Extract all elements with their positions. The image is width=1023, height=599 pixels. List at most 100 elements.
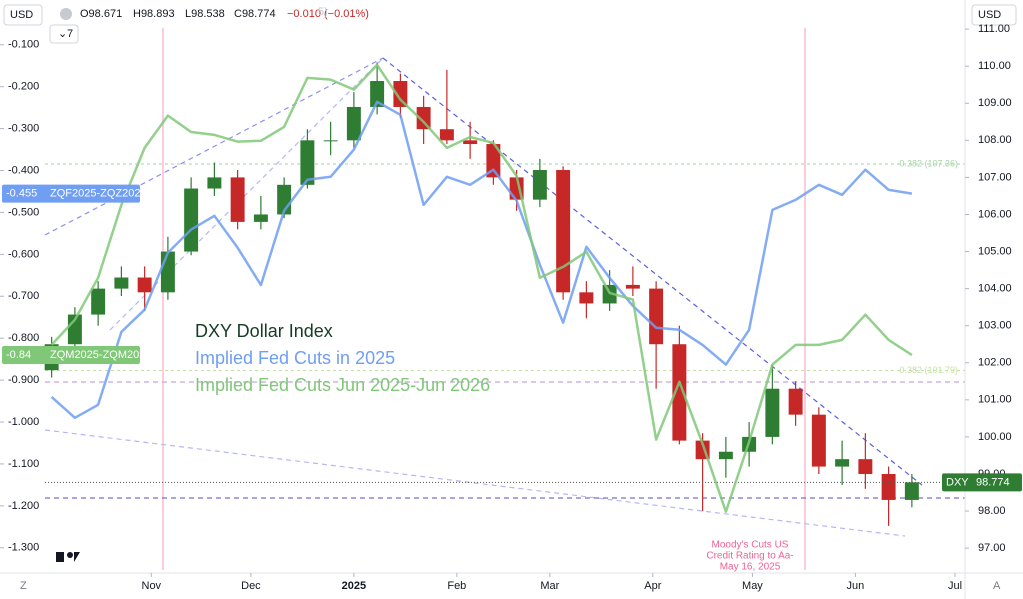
candle-body [486, 144, 501, 178]
y-tick-label: -0.300 [8, 123, 39, 135]
value-tag-name: ZQF2025-ZQZ2025 [50, 187, 147, 199]
y2-tick-label: 110.00 [978, 60, 1011, 72]
candle-body [579, 292, 594, 304]
value-tag-value: -0.455 [6, 187, 37, 199]
candle-body [811, 414, 826, 467]
ohlc-change: −0.010 (−0.01%) [287, 8, 369, 20]
candle-body [184, 188, 199, 252]
candle-body [672, 344, 687, 441]
y-tick-label: -1.200 [8, 500, 39, 512]
candle-body [439, 129, 454, 141]
y2-tick-label: 102.00 [978, 357, 1012, 369]
x-tick-label: Jun [847, 580, 865, 592]
y-tick-label: -0.900 [8, 374, 39, 386]
y2-tick-label: 105.00 [978, 245, 1012, 257]
candle-body [416, 106, 431, 130]
logo [56, 552, 80, 562]
ohlc-open: O98.671 [80, 8, 122, 20]
visibility-toggle[interactable] [60, 8, 72, 20]
y2-tick-label: 109.00 [978, 97, 1012, 109]
candle-body [253, 214, 268, 222]
candle-body [881, 473, 896, 500]
annotation: Moody's Cuts US [712, 540, 789, 551]
candle-body [649, 288, 664, 345]
candle-body [718, 451, 733, 460]
y-tick-label: -0.700 [8, 290, 39, 302]
candle-body [765, 388, 780, 437]
candle-body [91, 288, 106, 315]
ohlc-high: H98.893 [133, 8, 175, 20]
candle-body [393, 81, 408, 107]
x-tick-label: Feb [447, 580, 466, 592]
indicator-count: ⌄ [58, 28, 67, 40]
faded-label: 5) [318, 6, 328, 18]
plot-area [44, 62, 965, 526]
price-tag [942, 473, 1022, 492]
annotation: Credit Rating to Aa- [706, 551, 793, 562]
legend-entry: Implied Fed Cuts in 2025 [195, 348, 395, 368]
currency-label: USD [10, 9, 33, 21]
series-line [50, 100, 913, 420]
candle-body [788, 388, 803, 415]
x-tick-label: Mar [540, 580, 559, 592]
y2-tick-label: 108.00 [978, 134, 1012, 146]
candle-body [160, 251, 175, 293]
fib-label: 0.382 (101.79) [899, 365, 958, 375]
y2-tick-label: 100.00 [978, 431, 1012, 443]
x-tick-label: Apr [644, 580, 661, 592]
legend-entry: DXY Dollar Index [195, 321, 333, 341]
x-tick-label: Jul [948, 580, 962, 592]
candle-body [346, 106, 361, 141]
candle-body [904, 482, 919, 500]
candle-body [207, 177, 222, 189]
y2-tick-label: 101.00 [978, 394, 1012, 406]
fib-label: 0.382 (107.36) [899, 158, 958, 168]
candle-body [858, 459, 873, 474]
y2-tick-label: 98.00 [978, 505, 1006, 517]
legend-entry: Implied Fed Cuts Jun 2025-Jun 2026 [195, 375, 490, 395]
y2-tick-label: 103.00 [978, 320, 1012, 332]
trendline [44, 429, 906, 537]
y-tick-label: -0.200 [8, 81, 39, 93]
candle-body [230, 177, 245, 222]
value-tag [2, 345, 140, 364]
y-tick-label: -1.000 [8, 416, 39, 428]
y-tick-label: -0.400 [8, 164, 39, 176]
candle-body [463, 140, 478, 145]
x-tick-label: Dec [241, 580, 261, 592]
ohlc-close: C98.774 [234, 8, 276, 20]
y-tick-label: -1.300 [8, 542, 39, 554]
series-line [50, 63, 913, 513]
y2-tick-label: 104.00 [978, 283, 1012, 295]
candle-body [370, 81, 385, 107]
value-tag-name: ZQM2025-ZQM2026 [50, 349, 151, 361]
ohlc-low: L98.538 [185, 8, 225, 20]
candle-body [532, 169, 547, 200]
candle-body [300, 140, 315, 185]
candle-body [625, 284, 640, 289]
value-tag-value: -0.84 [6, 349, 31, 361]
candle-body [137, 277, 152, 293]
trendline [44, 57, 384, 236]
y-tick-label: -0.100 [8, 39, 39, 51]
indicator-count: 7 [67, 28, 73, 40]
right-currency-button[interactable] [971, 4, 1017, 26]
y-tick-label: -0.800 [8, 332, 39, 344]
value-tag [2, 184, 140, 203]
candle-body [556, 169, 571, 293]
right-currency-label: USD [978, 9, 1001, 21]
y2-tick-label: 107.00 [978, 171, 1012, 183]
candle-body [835, 459, 850, 467]
currency-button[interactable] [3, 4, 43, 26]
y2-tick-label: 97.00 [978, 542, 1006, 554]
price-tag-value: 98.774 [976, 476, 1010, 488]
y-tick-label: -1.100 [8, 458, 39, 470]
candle-body [323, 140, 338, 142]
price-tag-name: DXY [946, 476, 969, 488]
y-tick-label: -0.500 [8, 206, 39, 218]
candle-body [114, 277, 129, 289]
footer-left: Z [20, 580, 27, 592]
indicator-toggle[interactable] [49, 24, 79, 44]
